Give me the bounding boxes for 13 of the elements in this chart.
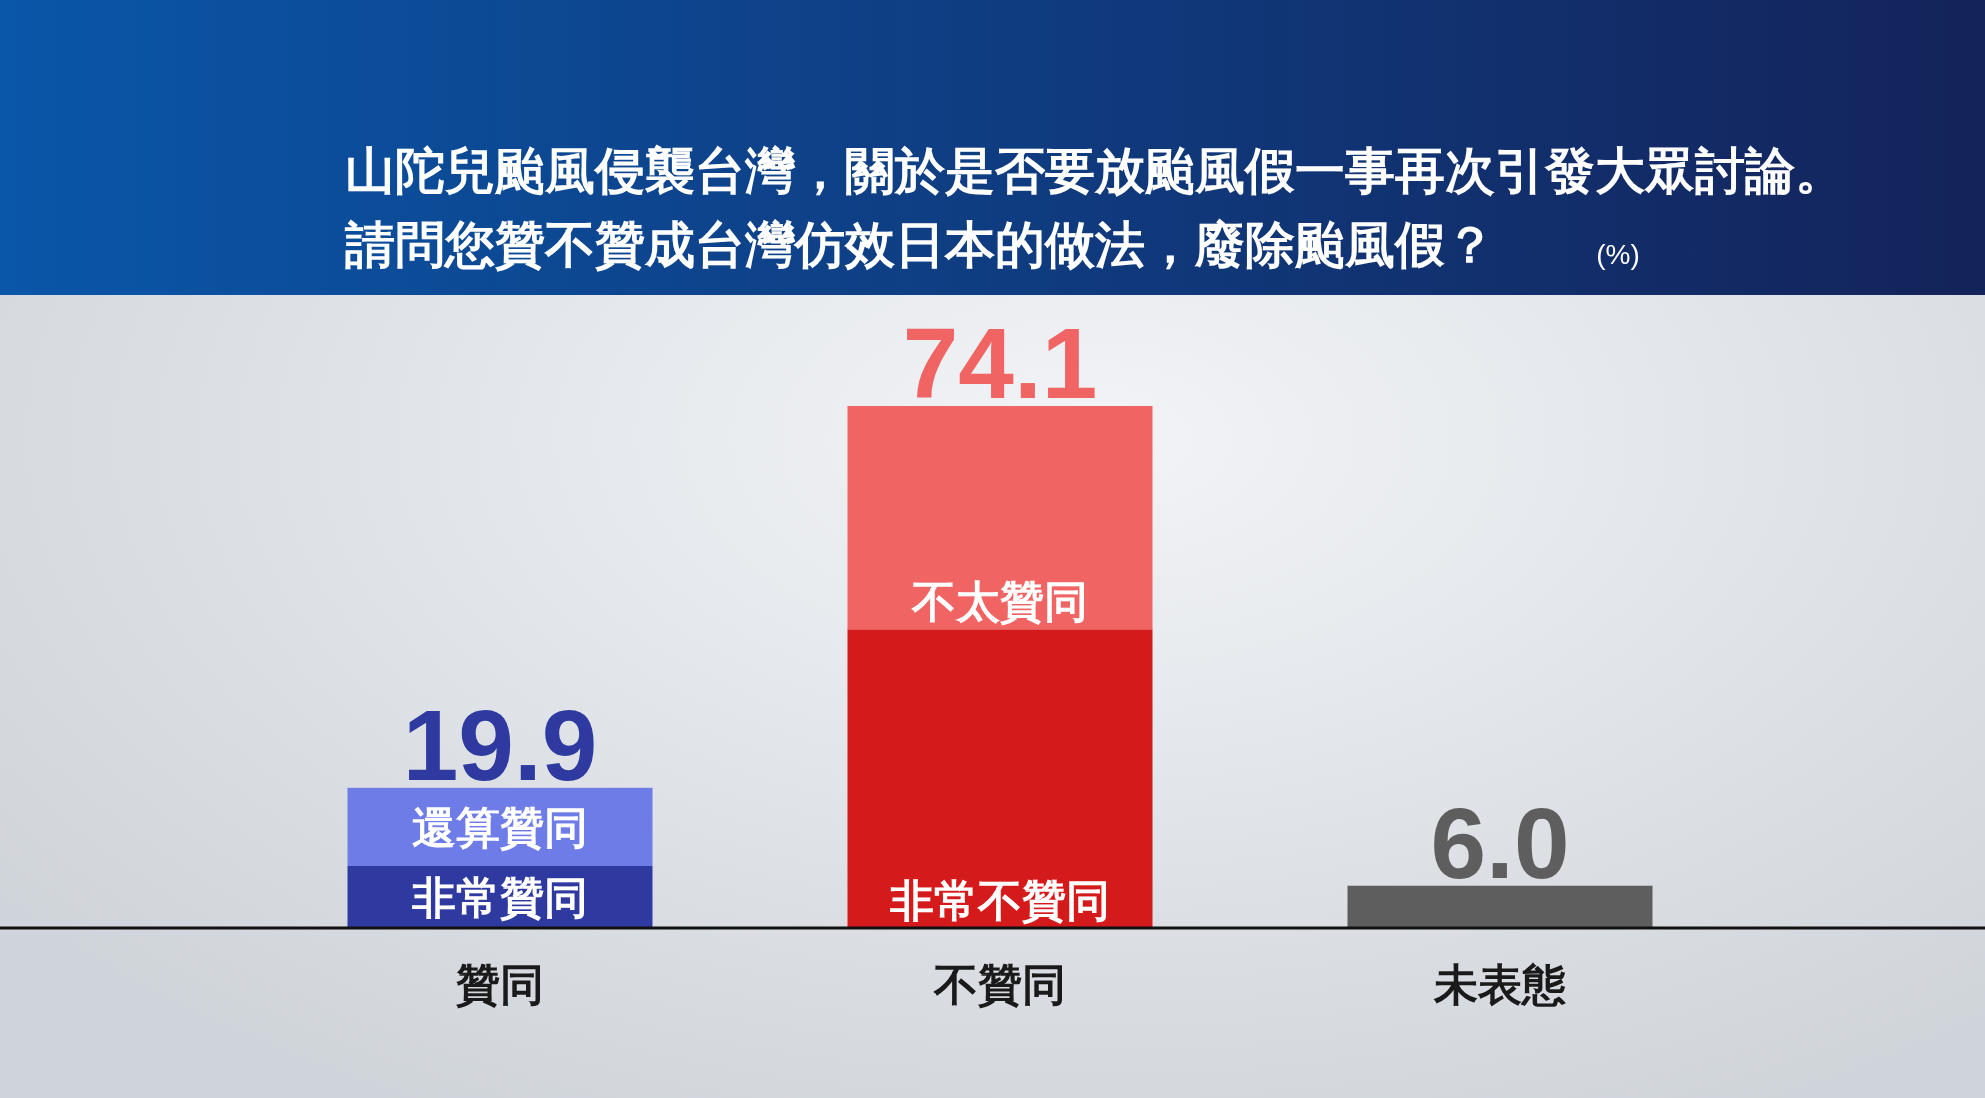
series-label: 不太贊同	[911, 577, 1088, 627]
x-tick-label: 贊同	[455, 960, 544, 1009]
series-label: 非常不贊同	[889, 876, 1110, 925]
x-tick-label: 未表態	[1433, 960, 1566, 1009]
chart-title: 山陀兒颱風侵襲台灣，關於是否要放颱風假一事再次引發大眾討論。	[345, 143, 1845, 199]
text: (%)	[1596, 239, 1640, 270]
chart-subtitle: 請問您贊不贊成台灣仿效日本的做法，廢除颱風假？	[344, 217, 1495, 273]
data-label: 6.0	[1430, 786, 1570, 899]
total-label: 74.1	[902, 307, 1098, 419]
x-tick-label: 不贊同	[933, 960, 1066, 1009]
total-label: 19.9	[402, 688, 598, 801]
series-label: 非常贊同	[411, 872, 588, 922]
series-label: 還算贊同	[412, 802, 588, 852]
